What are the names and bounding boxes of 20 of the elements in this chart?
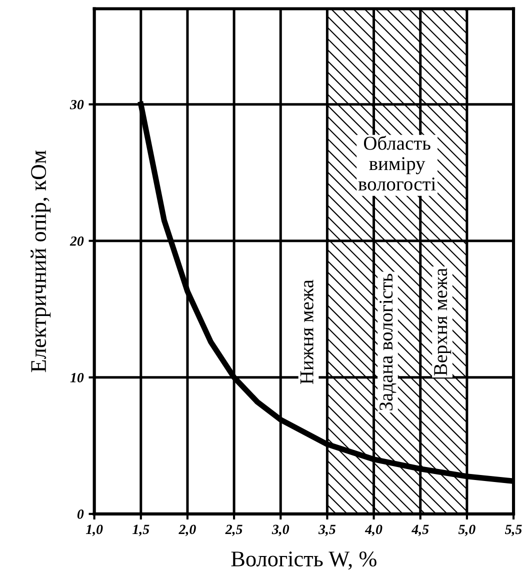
x-tick-label: 1,0 — [86, 524, 103, 536]
y-tick-label: 0 — [77, 510, 84, 519]
x-tick-label: 5,5 — [504, 524, 522, 536]
y-tick-label: 20 — [70, 236, 84, 246]
x-tick-label: 5,0 — [458, 524, 476, 536]
x-tick-label: 2,0 — [178, 524, 196, 536]
x-tick-label: 2,5 — [225, 524, 242, 536]
x-tick-label: 3,5 — [318, 524, 336, 536]
y-tick-label: 10 — [70, 372, 84, 382]
x-tick-label: 1,5 — [132, 524, 150, 536]
annotation: Верхня межа — [434, 268, 452, 376]
y-axis-title: Електричний опір, кОм — [30, 150, 51, 372]
x-tick-label: 4,5 — [411, 524, 429, 536]
x-tick-label: 3,0 — [272, 524, 290, 536]
band-label: Область виміру вологості — [358, 136, 436, 191]
annotation: Задана вологість — [380, 274, 396, 410]
x-tick-label: 4,0 — [364, 524, 382, 536]
annotation: Нижня межа — [300, 280, 314, 384]
x-axis-title: Вологість W, % — [231, 551, 376, 570]
y-tick-label: 30 — [70, 100, 84, 110]
